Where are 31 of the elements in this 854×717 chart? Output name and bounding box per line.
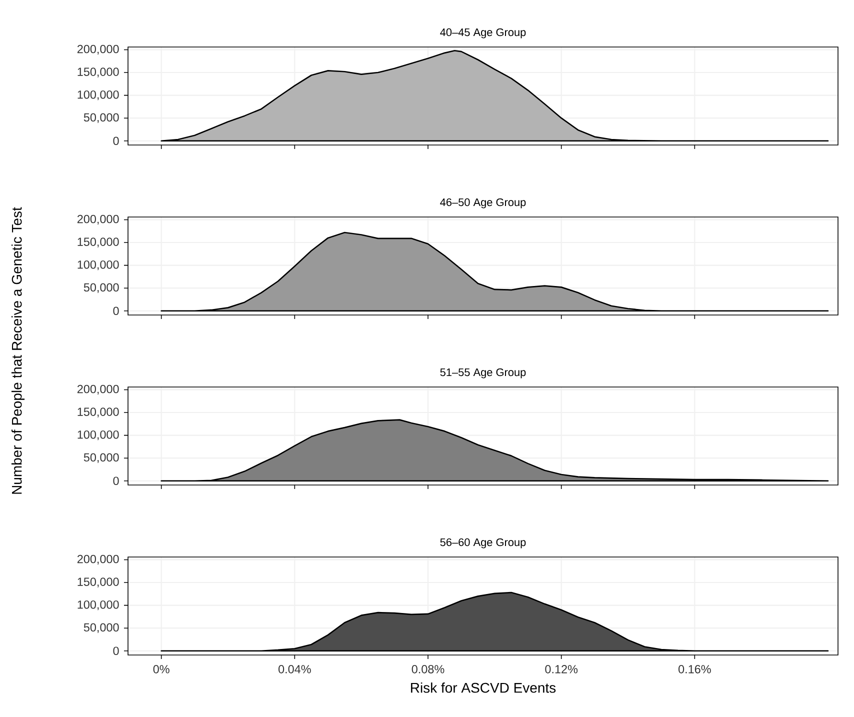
y-tick-label: 200,000 xyxy=(77,554,119,565)
y-tick-label: 0 xyxy=(113,646,119,656)
y-tick-label: 50,000 xyxy=(84,453,119,463)
y-tick-label: 100,000 xyxy=(78,260,119,270)
y-tick-label: 200,000 xyxy=(77,384,119,395)
y-tick-label: 50,000 xyxy=(84,283,119,293)
x-tick-label: 0.12% xyxy=(545,665,578,674)
y-tick-label: 0 xyxy=(113,306,119,316)
y-tick-label: 100,000 xyxy=(78,430,119,440)
y-tick-label: 150,000 xyxy=(78,408,119,418)
x-tick-label: 0.04% xyxy=(278,665,311,674)
y-tick-label: 200,000 xyxy=(77,44,119,55)
y-tick-label: 100,000 xyxy=(78,90,119,100)
y-tick-label: 200,000 xyxy=(77,214,119,225)
x-tick-label: 0.16% xyxy=(678,665,711,674)
y-tick-label: 150,000 xyxy=(78,68,119,78)
y-tick-label: 50,000 xyxy=(84,113,119,123)
chart-title: 56–60 Age Group xyxy=(440,538,526,548)
chart-title: 51–55 Age Group xyxy=(440,368,526,378)
x-tick-label: 0% xyxy=(153,665,170,674)
chart-title: 40–45 Age Group xyxy=(440,28,526,38)
y-tick-label: 0 xyxy=(113,136,119,146)
y-tick-label: 100,000 xyxy=(78,600,119,610)
chart-title: 46–50 Age Group xyxy=(440,198,526,208)
y-tick-label: 0 xyxy=(113,476,119,486)
y-tick-label: 150,000 xyxy=(78,238,119,248)
y-tick-label: 150,000 xyxy=(78,578,119,588)
x-axis-title: Risk for ASCVD Events xyxy=(411,682,556,693)
y-axis-title: Number of People that Receive a Genetic Test xyxy=(11,207,25,494)
x-tick-label: 0.08% xyxy=(412,665,444,674)
y-tick-label: 50,000 xyxy=(84,623,119,633)
